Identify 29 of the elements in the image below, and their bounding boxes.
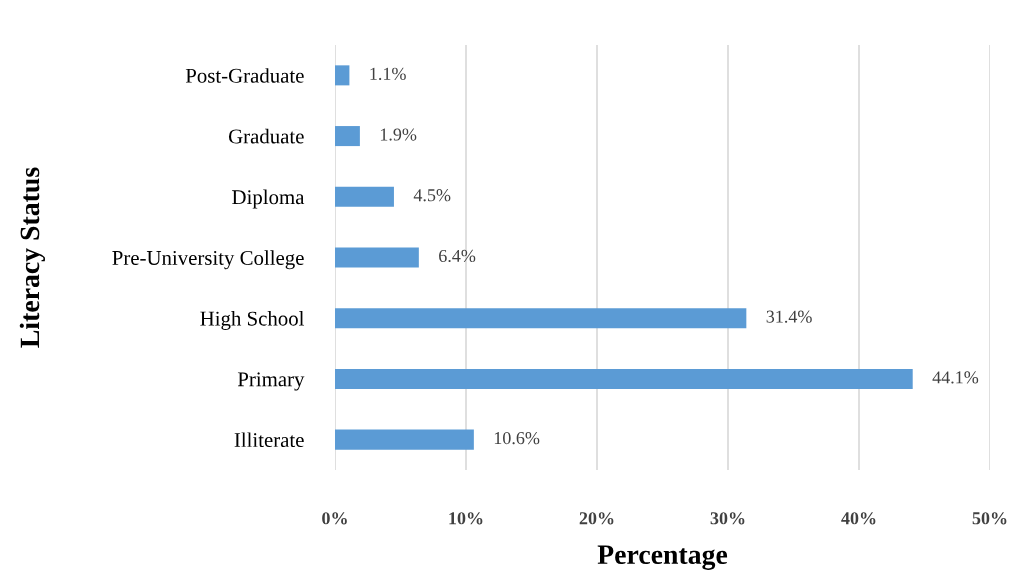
- data-label: 1.9%: [380, 128, 417, 141]
- bar: [335, 368, 913, 389]
- y-tick-label: Primary: [237, 372, 305, 391]
- data-label: 4.5%: [413, 189, 451, 202]
- data-label: 6.4%: [439, 249, 476, 263]
- data-label: 44.1%: [932, 371, 979, 384]
- x-axis-title: Percentage: [597, 545, 728, 570]
- x-tick-label: 30%: [710, 512, 745, 525]
- y-axis-title: Literacy Status: [19, 167, 45, 348]
- y-tick-label: Pre-University College: [112, 250, 304, 270]
- x-tick-label: 10%: [449, 512, 483, 525]
- bar: [335, 247, 419, 268]
- bar: [335, 186, 394, 207]
- x-tick-label: 40%: [841, 512, 876, 525]
- bar: [335, 308, 747, 329]
- bar: [335, 65, 350, 86]
- x-tick-label: 0%: [322, 512, 347, 525]
- y-tick-label: High School: [200, 310, 305, 330]
- bar: [335, 126, 360, 147]
- y-tick-label: Graduate: [228, 128, 304, 144]
- bar: [335, 429, 474, 450]
- data-label: 31.4%: [766, 310, 812, 323]
- y-tick-label: Post-Graduate: [185, 68, 304, 83]
- y-tick-label: Diploma: [232, 189, 305, 209]
- data-label: 10.6%: [494, 431, 540, 445]
- x-tick-label: 50%: [972, 512, 1007, 525]
- data-label: 1.1%: [370, 67, 406, 80]
- x-tick-label: 20%: [579, 512, 614, 525]
- y-tick-label: Illiterate: [234, 432, 304, 448]
